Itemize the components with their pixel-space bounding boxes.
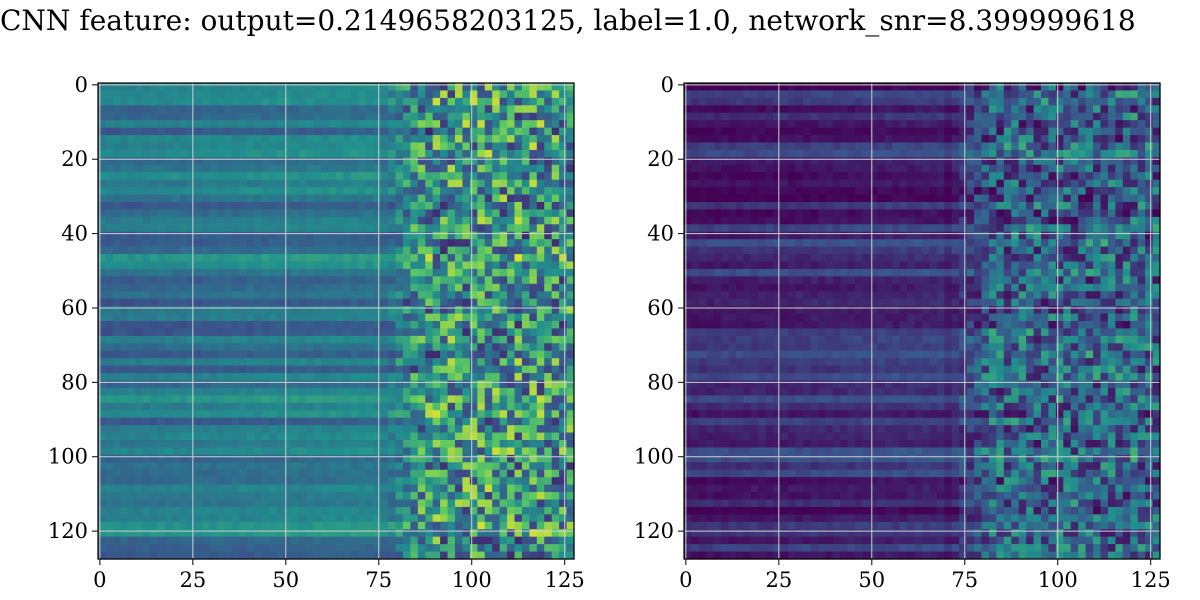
x-tick-label: 0 — [93, 568, 106, 592]
x-tick-label: 50 — [858, 568, 885, 592]
y-tick-label: 80 — [647, 370, 674, 394]
heatmap-panel-right: 0 25 50 75 100 125 0 20 40 60 80 100 120 — [634, 73, 1171, 592]
heatmap-cells — [98, 83, 575, 560]
y-tick-label: 0 — [75, 73, 88, 97]
x-tick-label: 75 — [365, 568, 392, 592]
y-tick-label: 100 — [48, 445, 88, 469]
y-tick-label: 40 — [61, 222, 88, 246]
x-tick-label: 75 — [951, 568, 978, 592]
x-tick-label: 50 — [272, 568, 299, 592]
y-tick-label: 60 — [647, 296, 674, 320]
y-tick-label: 100 — [634, 445, 674, 469]
y-tick-label: 20 — [647, 147, 674, 171]
x-tick-label: 0 — [679, 568, 692, 592]
figure-title: CNN feature: output=0.2149658203125, lab… — [0, 4, 1136, 37]
y-tick-label: 120 — [634, 519, 674, 543]
y-tick-label: 120 — [48, 519, 88, 543]
y-tick-label: 0 — [661, 73, 674, 97]
x-tick-label: 25 — [179, 568, 206, 592]
y-tick-label: 20 — [61, 147, 88, 171]
heatmap-cells — [684, 83, 1161, 560]
x-tick-label: 100 — [452, 568, 492, 592]
heatmap-panel-left: 0 25 50 75 100 125 0 20 40 60 80 100 120 — [48, 73, 585, 592]
axes-frame — [683, 82, 1161, 560]
x-tick-label: 25 — [765, 568, 792, 592]
y-tick-label: 40 — [647, 222, 674, 246]
x-tick-label: 125 — [1131, 568, 1171, 592]
x-tick-label: 125 — [545, 568, 585, 592]
axes-frame — [97, 82, 575, 560]
y-tick-label: 80 — [61, 370, 88, 394]
x-tick-label: 100 — [1038, 568, 1078, 592]
y-tick-label: 60 — [61, 296, 88, 320]
